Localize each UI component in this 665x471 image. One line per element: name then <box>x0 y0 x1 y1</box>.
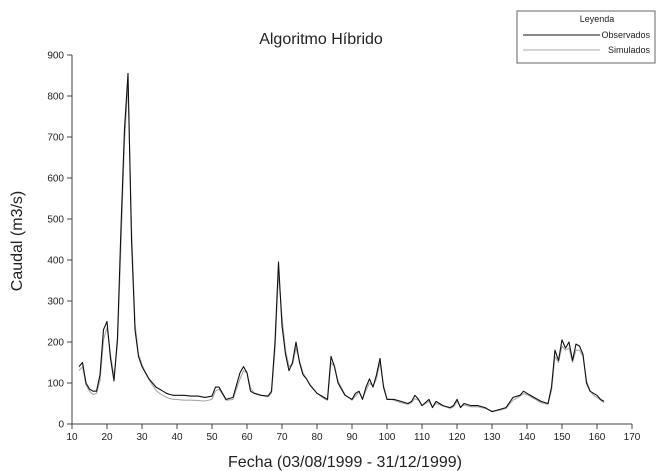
x-tick-label: 40 <box>171 432 183 443</box>
x-tick-label: 70 <box>276 432 288 443</box>
legend: Leyenda Observados Simulados <box>516 10 656 64</box>
x-tick-label: 110 <box>414 432 430 443</box>
y-axis-label: Caudal (m3/s) <box>9 191 26 291</box>
x-tick-label: 80 <box>311 432 323 443</box>
x-tick-label: 50 <box>206 432 218 443</box>
legend-title: Leyenda <box>580 14 615 24</box>
x-tick-label: 60 <box>241 432 253 443</box>
y-tick-label: 500 <box>47 215 64 226</box>
series-line-simulados <box>78 83 605 412</box>
x-tick-label: 90 <box>346 432 358 443</box>
y-tick-label: 800 <box>47 92 64 103</box>
legend-box <box>516 10 656 64</box>
y-tick-label: 900 <box>47 51 64 62</box>
x-axis-label: Fecha (03/08/1999 - 31/12/1999) <box>228 454 462 471</box>
x-tick-label: 140 <box>519 432 536 443</box>
x-tick-label: 160 <box>589 432 606 443</box>
y-tick-label: 200 <box>47 338 64 349</box>
x-tick-label: 100 <box>379 432 396 443</box>
axes: 0 100 200 300 400 500 600 700 800 900 10 20 30 40 50 60… <box>47 51 640 444</box>
y-tick-label: 700 <box>47 133 64 144</box>
legend-label-observados: Observados <box>601 30 650 40</box>
y-tick-label: 600 <box>47 174 64 185</box>
x-tick-label: 170 <box>624 432 641 443</box>
y-tick-label: 0 <box>58 420 64 431</box>
series-layer <box>78 72 605 413</box>
x-tick-label: 20 <box>101 432 113 443</box>
x-tick-label: 10 <box>66 432 78 443</box>
legend-label-simulados: Simulados <box>608 45 651 55</box>
x-tick-label: 120 <box>449 432 466 443</box>
series-line-observados <box>78 72 605 413</box>
x-tick-label: 30 <box>136 432 148 443</box>
y-tick-label: 100 <box>47 379 64 390</box>
x-tick-label: 150 <box>554 432 571 443</box>
chart-title: Algoritmo Híbrido <box>259 31 383 48</box>
y-tick-label: 400 <box>47 256 64 267</box>
y-tick-label: 300 <box>47 297 64 308</box>
x-tick-label: 130 <box>484 432 501 443</box>
